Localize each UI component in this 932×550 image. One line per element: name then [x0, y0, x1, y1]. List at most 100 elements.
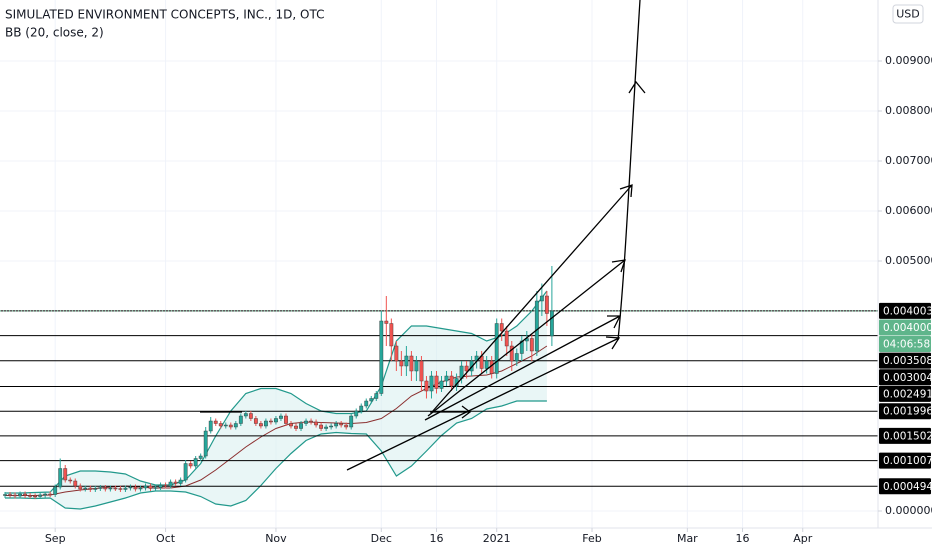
- x-tick-label: 2021: [483, 532, 511, 545]
- candle-body: [183, 463, 188, 481]
- candle-body: [444, 375, 449, 382]
- x-tick-label: Feb: [582, 532, 601, 545]
- candle-body: [434, 375, 439, 389]
- candle-body: [534, 300, 539, 352]
- candle-body: [319, 424, 323, 429]
- candle-body: [374, 393, 379, 399]
- candle-body: [38, 494, 43, 497]
- candle-body: [544, 295, 549, 314]
- x-tick-label: Nov: [265, 532, 287, 545]
- candle-body: [464, 365, 469, 372]
- trend-arrow: [427, 259, 626, 417]
- candle-body: [148, 485, 153, 489]
- candle-body: [208, 420, 213, 432]
- indicator-label: BB (20, close, 2): [5, 26, 104, 40]
- candle-body: [429, 375, 434, 392]
- candle-body: [23, 493, 27, 496]
- horizontal-levels: [0, 310, 878, 487]
- candle-body: [173, 481, 178, 484]
- candle-body: [359, 405, 364, 412]
- candle-body: [424, 380, 429, 392]
- candle-body: [504, 330, 509, 347]
- candle-body: [143, 485, 148, 489]
- candle-body: [264, 420, 268, 427]
- candle-body: [299, 423, 303, 429]
- drawings: [200, 0, 646, 471]
- lower-band: [5, 400, 547, 510]
- candle-body: [364, 400, 369, 407]
- last-price-label-bg: [879, 319, 931, 336]
- level-label: 0.003508: [883, 355, 932, 367]
- level-label: 0.001996: [883, 406, 932, 418]
- band-fill: [5, 291, 547, 509]
- candle-body: [514, 353, 519, 362]
- level-label-bg: [879, 352, 931, 369]
- candle-body: [529, 338, 534, 352]
- candle-body: [193, 458, 198, 467]
- trend-arrow: [431, 184, 633, 413]
- candle-body: [223, 424, 228, 427]
- countdown-label: 04:06:58: [883, 339, 930, 351]
- candle-body: [274, 418, 278, 423]
- candle-body: [118, 488, 123, 490]
- candle-body: [289, 423, 293, 427]
- candle-body: [163, 484, 168, 487]
- candle-body: [58, 468, 63, 488]
- candle-body: [103, 487, 108, 490]
- x-tick-label: 16: [736, 532, 750, 545]
- last-price-label: 0.004000: [883, 322, 932, 334]
- candle-body: [279, 415, 283, 419]
- level-label: 0.003004: [883, 372, 932, 384]
- candle-body: [539, 295, 544, 302]
- candle-body: [484, 360, 489, 369]
- x-tick-label: Dec: [371, 532, 392, 545]
- level-label: 0.002491: [883, 388, 932, 400]
- candle-body: [68, 479, 73, 482]
- candle-body: [384, 320, 389, 324]
- candle-body: [509, 345, 514, 362]
- x-tick-label: Apr: [793, 532, 813, 545]
- candle-body: [309, 420, 313, 423]
- candle-body: [439, 380, 444, 389]
- candle-body: [549, 310, 554, 337]
- candle-body: [13, 494, 17, 497]
- candle-body: [344, 424, 349, 428]
- grid: [0, 0, 878, 528]
- candle-body: [213, 420, 218, 424]
- candle-body: [178, 479, 183, 484]
- candle-body: [28, 495, 33, 497]
- level-label-bg: [879, 369, 931, 386]
- candle-body: [404, 355, 409, 367]
- candle-body: [83, 487, 88, 490]
- level-label-bg: [879, 385, 931, 402]
- currency-label[interactable]: USD: [896, 8, 920, 21]
- upper-band: [5, 290, 548, 494]
- candle-body: [238, 415, 243, 424]
- candle-body: [379, 320, 384, 394]
- level-label-bg: [879, 427, 931, 444]
- level-label-bg: [879, 403, 931, 420]
- candle-body: [158, 484, 163, 488]
- currency-badge[interactable]: [892, 4, 924, 24]
- candle-body: [253, 418, 258, 424]
- x-tick-label: Sep: [45, 532, 66, 545]
- candle-body: [258, 423, 263, 427]
- chart-title: SIMULATED ENVIRONMENT CONCEPTS, INC., 1D…: [5, 8, 325, 22]
- candle-body: [203, 430, 208, 457]
- candle-body: [269, 420, 273, 423]
- candle-body: [339, 423, 344, 426]
- candle-body: [354, 410, 359, 417]
- level-label-bg: [879, 302, 931, 319]
- candle-body: [73, 480, 78, 487]
- candle-body: [449, 375, 454, 387]
- candle-body: [369, 398, 374, 402]
- candle-body: [78, 485, 83, 490]
- level-label-bg: [879, 452, 931, 469]
- candle-body: [314, 421, 318, 426]
